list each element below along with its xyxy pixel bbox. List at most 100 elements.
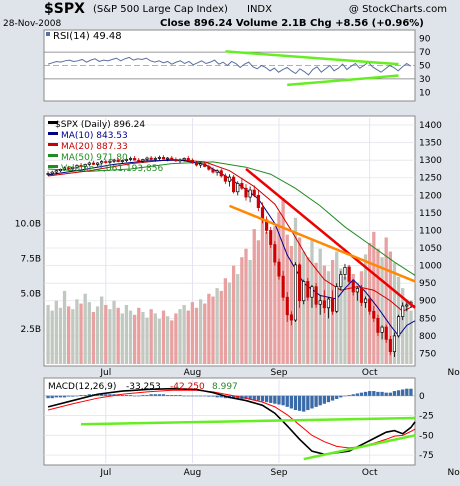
candle-body bbox=[244, 187, 248, 198]
candle-body bbox=[95, 162, 100, 165]
candle-body bbox=[310, 286, 314, 298]
macd-histogram-bar bbox=[244, 395, 248, 399]
macd-trendline bbox=[303, 434, 416, 461]
candle-body bbox=[248, 189, 252, 198]
macd-histogram-bar bbox=[182, 395, 186, 397]
volume-bar bbox=[149, 309, 153, 364]
candle-body bbox=[157, 157, 161, 159]
macd-y-tick-label: -50 bbox=[419, 431, 434, 441]
candle-body bbox=[170, 157, 174, 160]
macd-legend-signal: -42.250 bbox=[170, 382, 205, 392]
macd-histogram-bar bbox=[104, 394, 108, 396]
volume-bar bbox=[351, 274, 355, 364]
price-x-tick-label: Aug bbox=[184, 368, 202, 378]
candle-body bbox=[215, 170, 219, 173]
candle-body bbox=[67, 167, 71, 170]
volume-bar bbox=[87, 302, 91, 364]
volume-bar bbox=[128, 310, 133, 364]
candle-body bbox=[363, 298, 368, 303]
volume-bar bbox=[79, 303, 83, 364]
candle-body bbox=[71, 166, 75, 169]
candle-body bbox=[178, 159, 182, 162]
rsi-y-tick-label: 30 bbox=[419, 75, 431, 85]
macd-histogram-bar bbox=[256, 395, 261, 401]
macd-histogram-bar bbox=[330, 395, 335, 401]
candle-body bbox=[376, 317, 380, 333]
volume-bar bbox=[153, 313, 157, 364]
macd-histogram-bar bbox=[157, 394, 162, 396]
candle-body bbox=[46, 173, 50, 175]
macd-histogram-bar bbox=[112, 394, 116, 396]
volume-bar bbox=[137, 307, 141, 364]
price-trendline bbox=[245, 167, 416, 309]
candle-body bbox=[199, 163, 203, 166]
macd-histogram-bar bbox=[215, 395, 219, 398]
macd-histogram-bar bbox=[269, 395, 273, 403]
macd-x-tick-label: Sep bbox=[270, 468, 287, 478]
macd-x-tick-label: Aug bbox=[184, 468, 202, 478]
macd-histogram-bar bbox=[248, 395, 252, 400]
macd-legend-hist: 8.997 bbox=[212, 382, 238, 392]
candle-body bbox=[331, 298, 335, 312]
volume-bar bbox=[186, 310, 190, 364]
macd-histogram-bar bbox=[384, 392, 388, 396]
volume-bar bbox=[161, 310, 166, 364]
price-x-tick-label: Oct bbox=[362, 368, 378, 378]
macd-x-tick-label: Nov bbox=[448, 468, 460, 478]
candle-body bbox=[380, 326, 384, 333]
volume-y-tick-label: 10.0B bbox=[15, 219, 41, 229]
macd-histogram-bar bbox=[75, 395, 79, 397]
price-y-tick-label: 1100 bbox=[419, 226, 442, 236]
candle-body bbox=[137, 159, 141, 162]
candle-body bbox=[318, 300, 322, 305]
volume-bar bbox=[409, 310, 413, 364]
macd-line bbox=[47, 387, 416, 456]
volume-bar bbox=[256, 240, 261, 364]
macd-histogram-bar bbox=[58, 395, 63, 398]
macd-histogram-bar bbox=[388, 392, 392, 396]
candle-body bbox=[75, 165, 79, 168]
macd-trendline bbox=[81, 416, 416, 426]
candle-body bbox=[302, 281, 306, 302]
volume-y-tick-label: 5.0B bbox=[21, 290, 42, 300]
macd-histogram-bar bbox=[87, 394, 91, 396]
candle-body bbox=[232, 176, 236, 193]
macd-histogram-bar bbox=[211, 395, 215, 397]
candle-body bbox=[166, 157, 170, 160]
volume-bar bbox=[207, 293, 211, 364]
volume-bar bbox=[75, 299, 79, 364]
macd-histogram-bar bbox=[326, 395, 331, 403]
macd-y-tick-label: -25 bbox=[419, 412, 434, 422]
candle-body bbox=[116, 159, 120, 162]
volume-bar bbox=[211, 296, 215, 364]
volume-bar bbox=[260, 220, 265, 364]
header-date: 28-Nov-2008 bbox=[3, 19, 61, 29]
price-y-tick-label: 1250 bbox=[419, 174, 442, 184]
volume-bar bbox=[306, 257, 310, 364]
candle-body bbox=[174, 159, 178, 162]
macd-histogram-bar bbox=[100, 393, 104, 396]
price-y-tick-label: 1150 bbox=[419, 209, 442, 219]
watermark-text: @ StockCharts.com bbox=[349, 4, 447, 15]
macd-histogram-bar bbox=[219, 395, 223, 398]
macd-histogram-bar bbox=[351, 394, 355, 396]
candle-body bbox=[145, 157, 149, 160]
volume-bar bbox=[71, 309, 75, 364]
volume-bar bbox=[182, 304, 186, 364]
header-name: (S&P 500 Large Cap Index) bbox=[93, 4, 228, 15]
rsi-legend: RSI(14) 49.48 bbox=[53, 31, 122, 42]
volume-bar bbox=[339, 268, 343, 364]
volume-bar bbox=[174, 313, 178, 364]
macd-histogram-bar bbox=[293, 395, 298, 411]
volume-bar bbox=[58, 307, 63, 364]
volume-bar bbox=[302, 251, 306, 364]
macd-histogram-bar bbox=[108, 394, 112, 396]
price-y-tick-label: 1200 bbox=[419, 191, 442, 201]
candle-body bbox=[58, 168, 63, 172]
macd-layer: Jul Aug Sep Oct Nov 0 -25 -50 -75 bbox=[44, 380, 460, 478]
volume-bar bbox=[223, 278, 228, 364]
macd-histogram-bar bbox=[79, 395, 83, 396]
macd-histogram-bar bbox=[198, 395, 203, 397]
macd-histogram-bar bbox=[145, 395, 149, 396]
